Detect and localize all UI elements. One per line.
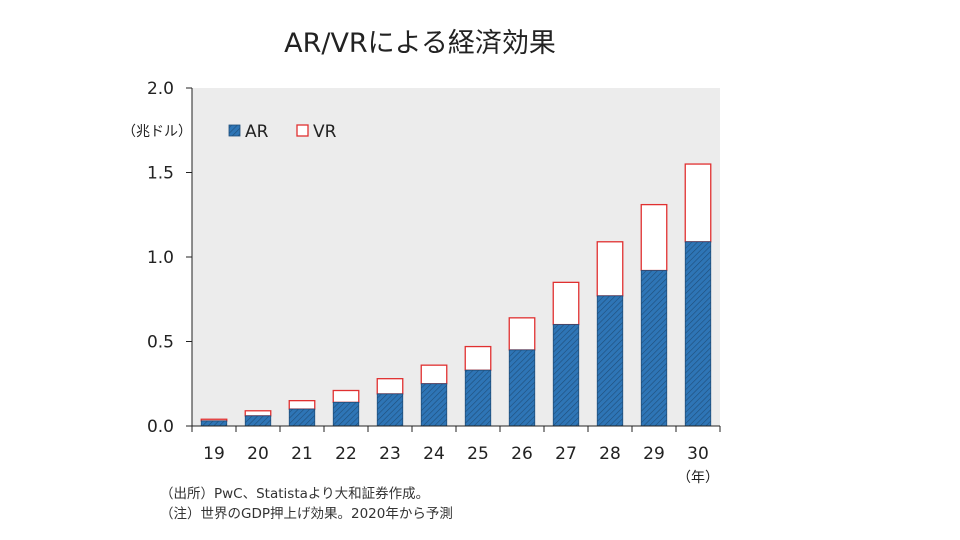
source-note: （出所）PwC、Statistaより大和証券作成。 — [160, 486, 429, 502]
bar-ar — [508, 349, 536, 427]
plot-area — [192, 88, 720, 426]
footnote: （注）世界のGDP押上げ効果。2020年から予測 — [160, 506, 453, 522]
bar-vr — [244, 410, 272, 417]
y-tick-label: 0.5 — [147, 333, 174, 353]
y-tick-label: 0.0 — [147, 417, 174, 437]
x-axis-unit: （年） — [677, 470, 719, 486]
bar-ar — [596, 295, 624, 427]
bar-vr — [376, 378, 404, 395]
bar-vr — [288, 399, 316, 410]
legend-label-vr: VR — [313, 122, 337, 142]
bar-ar — [552, 324, 580, 427]
x-tick-label: 26 — [511, 444, 533, 464]
legend-swatch-ar — [228, 124, 241, 137]
x-tick-label: 29 — [643, 444, 665, 464]
y-tick-label: 2.0 — [147, 79, 174, 99]
bar-vr — [640, 203, 668, 272]
bar-ar — [244, 415, 272, 427]
bar-ar — [640, 270, 668, 427]
bar-ar — [684, 241, 712, 427]
bar-ar — [420, 383, 448, 427]
bar-ar — [464, 369, 492, 427]
y-tick-label: 1.0 — [147, 248, 174, 268]
x-tick-label: 20 — [247, 444, 269, 464]
bar-group — [200, 163, 712, 427]
x-tick-label: 25 — [467, 444, 489, 464]
x-tick-label: 22 — [335, 444, 357, 464]
bar-vr — [464, 345, 492, 371]
bar-vr — [508, 317, 536, 351]
bar-ar — [288, 408, 316, 427]
x-tick-label: 19 — [203, 444, 225, 464]
bar-vr — [420, 364, 448, 385]
chart-title: AR/VRによる経済効果 — [284, 28, 556, 59]
x-tick-label: 24 — [423, 444, 445, 464]
bar-ar — [332, 401, 360, 427]
legend-label-ar: AR — [245, 122, 269, 142]
x-tick-label: 27 — [555, 444, 577, 464]
legend: AR VR — [228, 122, 337, 142]
bar-vr — [552, 281, 580, 326]
y-axis-unit: （兆ドル） — [122, 124, 192, 140]
x-axis-ticks: 19 20 21 22 23 24 25 26 27 28 29 30 — [191, 426, 721, 464]
legend-swatch-vr — [296, 124, 309, 137]
y-tick-label: 1.5 — [147, 164, 174, 184]
x-tick-label: 21 — [291, 444, 313, 464]
x-tick-label: 30 — [687, 444, 709, 464]
bar-vr — [596, 241, 624, 297]
bar-ar — [200, 420, 228, 427]
x-tick-label: 23 — [379, 444, 401, 464]
y-axis-ticks: 0.0 0.5 1.0 1.5 2.0 — [147, 79, 192, 437]
bar-vr — [684, 163, 712, 243]
x-tick-label: 28 — [599, 444, 621, 464]
bar-ar — [376, 393, 404, 427]
bar-vr — [332, 389, 360, 403]
